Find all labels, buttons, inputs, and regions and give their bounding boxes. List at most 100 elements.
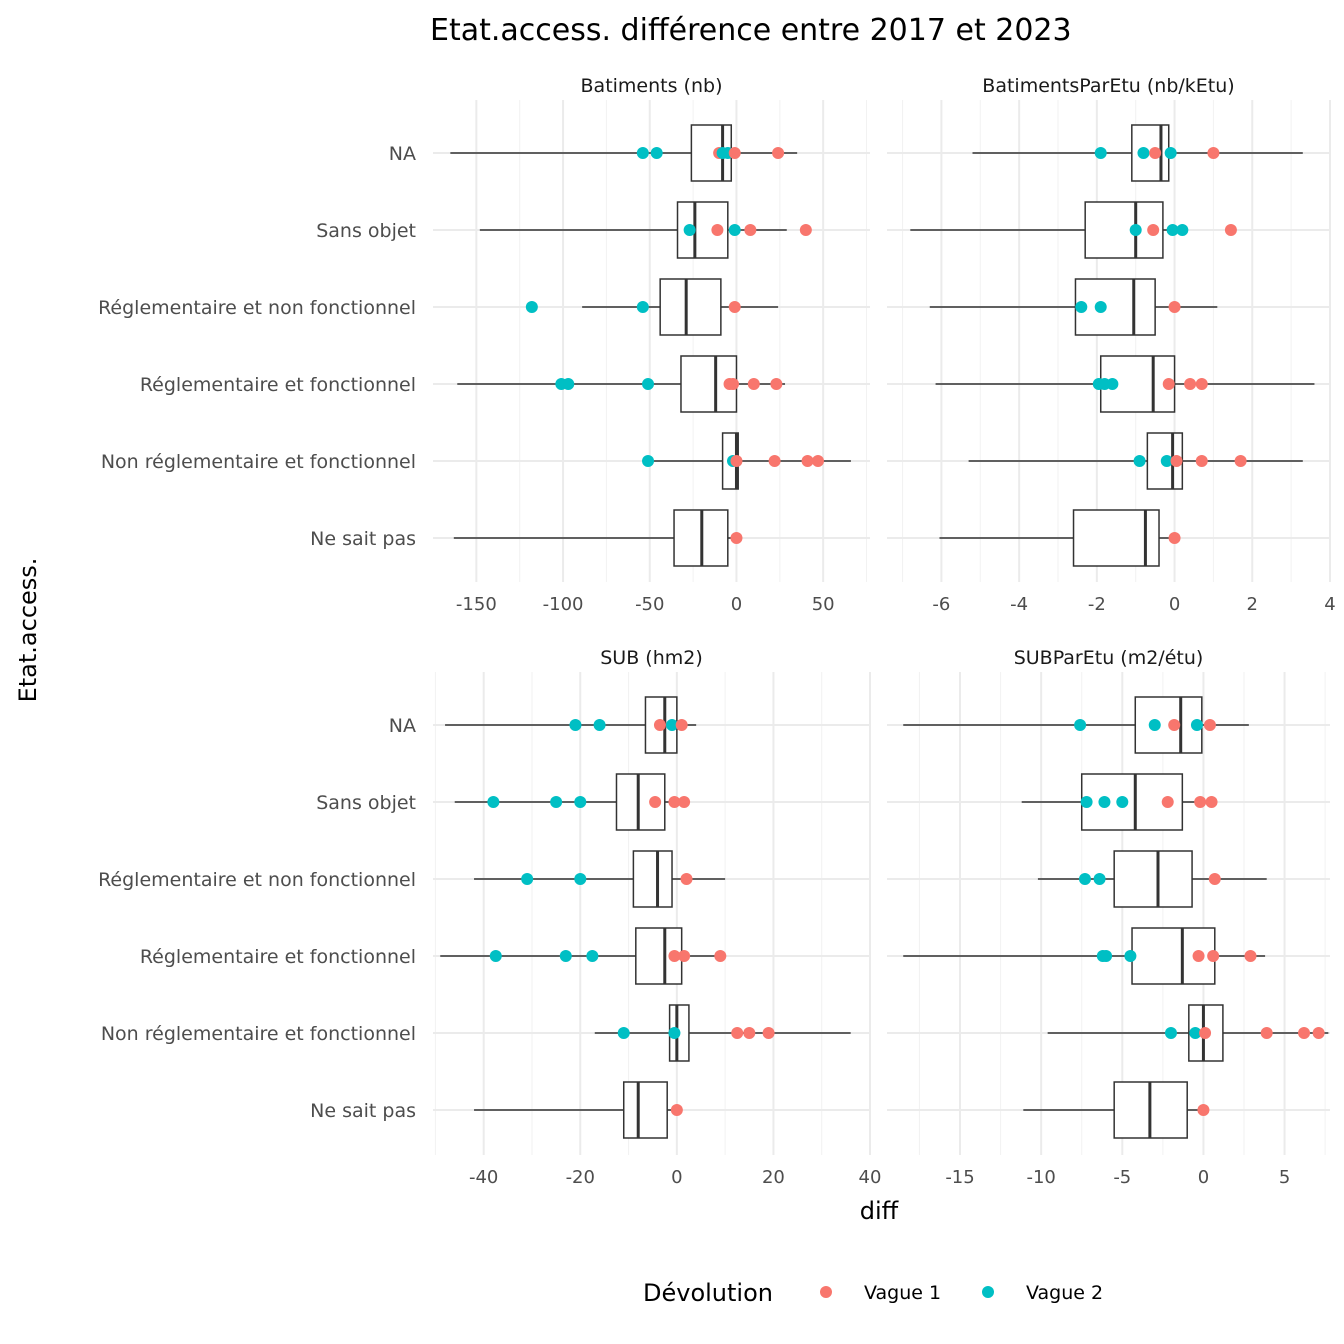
data-point: [1094, 301, 1107, 313]
y-tick-label: NA: [389, 143, 416, 165]
x-tick-label: 0: [1169, 594, 1180, 615]
data-point: [1190, 719, 1203, 731]
data-point: [675, 719, 688, 731]
legend-marker-vague-2: [982, 1286, 994, 1298]
x-tick-label: 0: [731, 594, 742, 615]
x-tick-label: -50: [635, 594, 664, 615]
data-point: [1260, 1027, 1273, 1039]
data-point: [569, 719, 582, 731]
data-point: [683, 224, 696, 236]
x-tick-label: 5: [1279, 1167, 1290, 1188]
data-point: [653, 719, 666, 731]
x-axis-title: diff: [860, 1197, 899, 1225]
x-tick-label: 20: [762, 1167, 785, 1188]
x-tick-label: 40: [859, 1167, 882, 1188]
data-point: [811, 455, 824, 467]
data-point: [747, 378, 760, 390]
data-point: [1234, 455, 1247, 467]
data-point: [670, 1104, 683, 1116]
data-point: [1189, 1027, 1202, 1039]
data-point: [768, 455, 781, 467]
x-tick-label: 4: [1324, 594, 1335, 615]
x-tick-label: 2: [1247, 594, 1258, 615]
y-tick-label: Ne sait pas: [310, 1100, 416, 1122]
data-point: [574, 873, 587, 885]
x-tick-label: -15: [945, 1167, 974, 1188]
legend-label-vague-2: Vague 2: [1026, 1282, 1103, 1304]
data-point: [1094, 147, 1107, 159]
x-tick-label: -6: [932, 594, 950, 615]
data-point: [680, 873, 693, 885]
boxplot-reglementaire-et-non-fonctionnel: [1037, 850, 1267, 908]
y-tick-label: Non réglementaire et fonctionnel: [101, 451, 416, 473]
facet-panel-batimentsparetu-nb-ketu: BatimentsParEtu (nb/kEtu) -6 -4 -2 0 2 4: [887, 75, 1336, 615]
data-point: [559, 950, 572, 962]
y-axis-title: Etat.access.: [14, 558, 42, 703]
box: [622, 1081, 668, 1139]
data-point: [1312, 1027, 1325, 1039]
data-point: [1224, 224, 1237, 236]
data-point: [1205, 796, 1218, 808]
x-tick-label: -20: [566, 1167, 595, 1188]
box: [632, 850, 673, 908]
data-point: [1195, 455, 1208, 467]
y-tick-label: Réglementaire et non fonctionnel: [98, 297, 416, 319]
data-point: [1170, 455, 1183, 467]
legend-title: Dévolution: [643, 1279, 773, 1307]
data-point: [799, 224, 812, 236]
data-point: [743, 1027, 756, 1039]
boxplot-ne-sait-pas: [1023, 1081, 1204, 1139]
data-point: [678, 796, 691, 808]
data-point: [801, 455, 814, 467]
data-point: [1116, 796, 1129, 808]
data-point: [772, 147, 785, 159]
legend-label-vague-1: Vague 1: [864, 1282, 941, 1304]
data-point: [1106, 378, 1119, 390]
data-point: [1074, 719, 1087, 731]
x-tick-label: -40: [469, 1167, 498, 1188]
data-point: [1184, 378, 1197, 390]
data-point: [728, 147, 741, 159]
data-point: [730, 532, 743, 544]
data-point: [730, 455, 743, 467]
data-point: [487, 796, 500, 808]
data-point: [727, 378, 740, 390]
box: [659, 278, 722, 336]
box: [1074, 278, 1156, 336]
data-point: [1129, 224, 1142, 236]
data-point: [1098, 796, 1111, 808]
data-point: [1166, 224, 1179, 236]
data-point: [744, 224, 757, 236]
data-point: [728, 224, 741, 236]
data-point: [1168, 301, 1181, 313]
data-point: [666, 719, 679, 731]
data-point: [1194, 796, 1207, 808]
x-tick-label: -100: [543, 594, 584, 615]
boxplot-na: [450, 124, 798, 182]
data-point: [731, 1027, 744, 1039]
data-point: [550, 796, 563, 808]
x-tick-label: -10: [1026, 1167, 1055, 1188]
data-point: [525, 301, 538, 313]
x-tick-label: -2: [1088, 594, 1106, 615]
data-point: [1149, 147, 1162, 159]
boxplot-reglementaire-et-non-fonctionnel: [474, 850, 726, 908]
facet-panel-sub-hm2: SUB (hm2) -40 -20 0 20 40 NA Sans objet Réglemen…: [98, 647, 881, 1188]
boxplot-sans-objet: [910, 201, 1185, 259]
data-point: [489, 950, 502, 962]
data-point: [678, 950, 691, 962]
data-point: [1244, 950, 1257, 962]
data-point: [1100, 950, 1113, 962]
y-tick-label: Réglementaire et non fonctionnel: [98, 869, 416, 891]
data-point: [1207, 147, 1220, 159]
data-point: [1197, 1104, 1210, 1116]
data-point: [521, 873, 534, 885]
facet-panel-batiments-nb: Batiments (nb) -150 -100 -50 0 50 NA Sans objet…: [98, 75, 870, 615]
data-point: [1176, 224, 1189, 236]
data-point: [636, 301, 649, 313]
data-point: [1162, 378, 1175, 390]
boxplot-reglementaire-et-non-fonctionnel: [929, 278, 1218, 336]
data-point: [1207, 950, 1220, 962]
y-tick-label: Ne sait pas: [310, 528, 416, 550]
